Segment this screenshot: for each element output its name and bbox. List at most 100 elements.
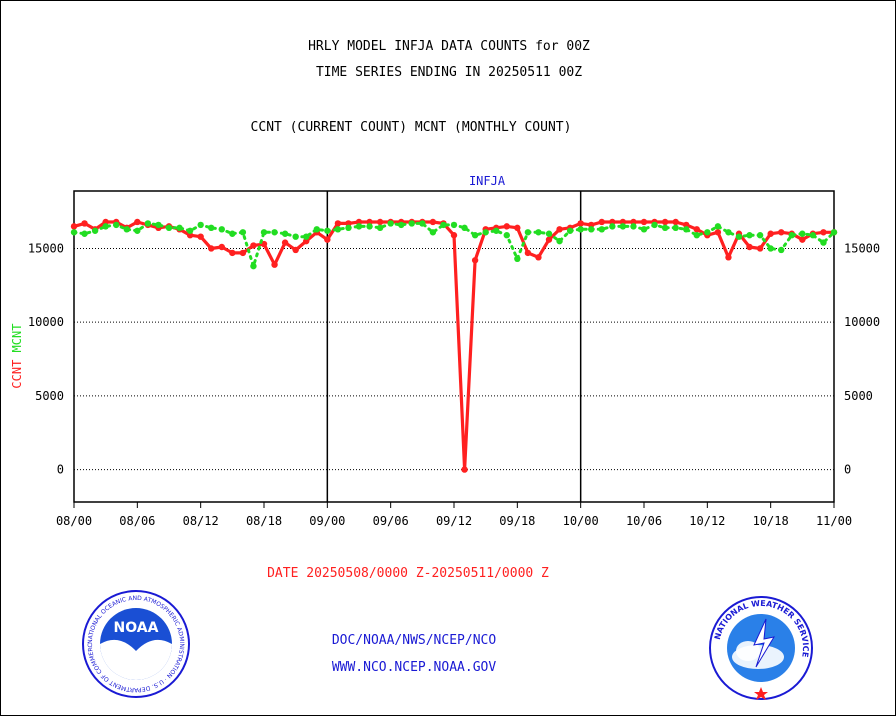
series-point-ccnt	[799, 236, 806, 243]
x-tick-label: 09/00	[309, 514, 345, 528]
series-point-mcnt	[218, 226, 225, 233]
series-point-mcnt	[186, 227, 194, 234]
website-link[interactable]: WWW.NCO.NCEP.NOAA.GOV	[331, 660, 497, 675]
plot-panel-title: INFJA	[469, 174, 506, 188]
series-point-ccnt	[324, 236, 331, 243]
series-point-mcnt	[493, 227, 500, 234]
series-point-mcnt	[271, 229, 278, 236]
series-point-mcnt	[176, 224, 183, 232]
series-point-mcnt	[334, 226, 342, 233]
series-point-mcnt	[313, 226, 320, 233]
series-point-ccnt	[577, 220, 584, 227]
series-point-mcnt	[799, 230, 806, 237]
series-point-mcnt	[376, 224, 384, 232]
series-point-mcnt	[809, 232, 817, 239]
series-point-mcnt	[260, 229, 268, 236]
series-point-ccnt	[746, 243, 753, 251]
series-point-ccnt	[471, 257, 479, 264]
series-point-mcnt	[324, 227, 331, 234]
noaa-logo-text: NOAA	[114, 620, 159, 636]
series-point-mcnt	[746, 232, 753, 239]
chart-subtitle: CCNT (CURRENT COUNT) MCNT (MONTHLY COUNT…	[250, 120, 572, 135]
y-axis-label-ccnt: CCNT	[10, 360, 24, 389]
x-tick-label: 08/12	[183, 514, 219, 528]
series-point-mcnt	[830, 229, 838, 236]
series-point-ccnt	[535, 254, 542, 261]
series-point-mcnt	[503, 232, 510, 239]
series-point-ccnt	[334, 220, 342, 227]
series-point-ccnt	[820, 229, 827, 236]
series-point-ccnt	[661, 218, 669, 226]
series-point-mcnt	[630, 223, 637, 230]
y-tick-label-right: 10000	[844, 315, 880, 329]
series-point-mcnt	[91, 227, 99, 234]
series-point-mcnt	[725, 229, 732, 236]
series-point-ccnt	[355, 218, 363, 226]
y-axis-label: CCNT MCNT	[10, 324, 24, 389]
series-point-ccnt	[134, 218, 141, 226]
series-point-ccnt	[250, 242, 257, 249]
series-point-mcnt	[113, 221, 120, 229]
nws-logo-icon: NATIONAL WEATHER SERVICE	[709, 596, 813, 700]
series-point-mcnt	[704, 229, 711, 236]
series-point-ccnt	[714, 229, 722, 236]
series-point-mcnt	[778, 246, 785, 254]
series-point-ccnt	[461, 466, 468, 473]
series-point-ccnt	[640, 218, 648, 226]
series-point-mcnt	[735, 233, 743, 240]
series-point-mcnt	[440, 221, 447, 229]
y-tick-label-right: 5000	[844, 389, 873, 403]
series-point-ccnt	[556, 226, 563, 233]
series-point-mcnt	[514, 255, 521, 263]
series-point-mcnt	[387, 220, 394, 227]
x-tick-label: 09/12	[436, 514, 472, 528]
series-point-ccnt	[345, 220, 352, 227]
series-point-mcnt	[545, 230, 553, 237]
series-point-mcnt	[134, 227, 141, 234]
series-point-ccnt	[767, 230, 774, 237]
series-point-mcnt	[123, 226, 130, 233]
series-point-mcnt	[577, 226, 584, 233]
chart-title-line-2: TIME SERIES ENDING IN 20250511 00Z	[315, 65, 583, 80]
x-tick-label: 11/00	[816, 514, 852, 528]
series-point-ccnt	[208, 245, 215, 252]
y-tick-label-left: 0	[57, 463, 64, 477]
series-point-mcnt	[155, 221, 162, 229]
series-point-mcnt	[419, 220, 426, 227]
y-tick-label-right: 0	[844, 463, 851, 477]
noaa-logo-icon: NATIONAL OCEANIC AND ATMOSPHERIC ADMINIS…	[81, 589, 190, 698]
series-point-mcnt	[661, 224, 669, 232]
x-tick-label: 10/12	[689, 514, 725, 528]
series-point-ccnt	[619, 218, 627, 226]
organization-label: DOC/NOAA/NWS/NCEP/NCO	[331, 633, 497, 648]
series-point-mcnt	[556, 237, 563, 245]
series-point-mcnt	[250, 262, 257, 270]
series-point-mcnt	[81, 230, 88, 237]
series-point-mcnt	[651, 221, 658, 229]
series-point-ccnt	[725, 254, 732, 261]
series-point-ccnt	[239, 249, 247, 257]
series-point-ccnt	[186, 232, 194, 239]
series-point-ccnt	[514, 224, 521, 232]
series-point-mcnt	[683, 226, 690, 233]
series-point-ccnt	[778, 229, 785, 236]
x-tick-label: 09/06	[373, 514, 409, 528]
series-point-mcnt	[345, 224, 352, 232]
series-point-ccnt	[197, 233, 204, 240]
series-point-ccnt	[756, 245, 764, 252]
series-point-mcnt	[820, 239, 827, 246]
series-point-mcnt	[535, 229, 542, 236]
series-point-ccnt	[81, 220, 88, 227]
series-point-ccnt	[229, 249, 236, 257]
series-point-ccnt	[292, 246, 299, 254]
series-point-ccnt	[524, 249, 532, 257]
series-point-mcnt	[714, 223, 722, 230]
series-point-mcnt	[588, 226, 595, 233]
y-tick-label-left: 5000	[35, 389, 64, 403]
series-point-mcnt	[471, 232, 479, 239]
series-point-mcnt	[693, 232, 700, 239]
series-point-mcnt	[281, 230, 289, 237]
series-point-mcnt	[366, 223, 373, 230]
